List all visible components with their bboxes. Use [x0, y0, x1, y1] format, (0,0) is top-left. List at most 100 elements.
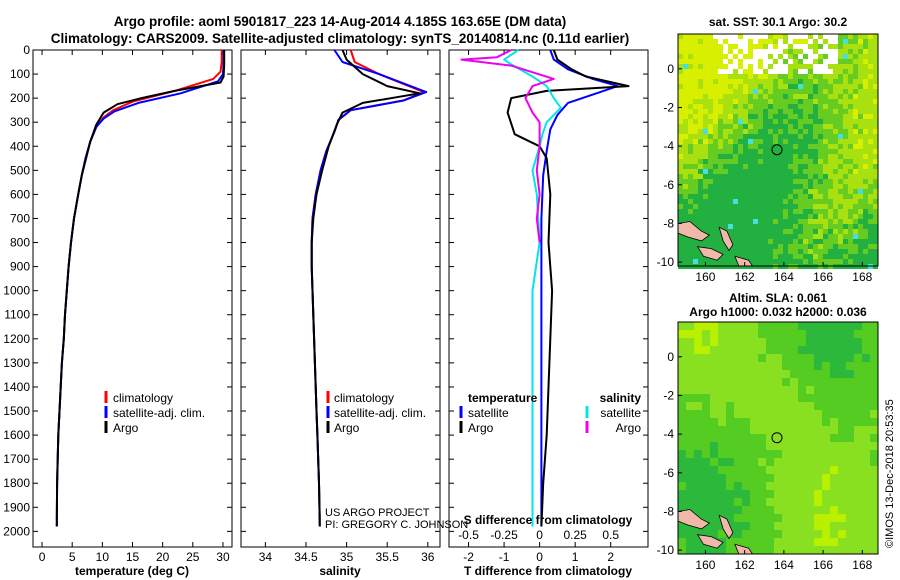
heatmap-cell — [808, 49, 813, 54]
heatmap-cell — [686, 330, 694, 338]
heatmap-cell — [766, 426, 774, 434]
heatmap-cell — [738, 64, 743, 69]
heatmap-cell — [718, 169, 723, 174]
heatmap-cell — [803, 129, 808, 134]
heatmap-cell — [846, 322, 854, 330]
heatmap-cell — [708, 124, 713, 129]
heatmap-cell — [798, 506, 806, 514]
heatmap-cell — [848, 39, 853, 44]
heatmap-cell — [738, 184, 743, 189]
heatmap-cell — [753, 74, 758, 79]
heatmap-cell — [693, 239, 698, 244]
heatmap-cell — [858, 44, 863, 49]
heatmap-cell — [766, 506, 774, 514]
heatmap-cell — [713, 214, 718, 219]
heatmap-cell — [833, 119, 838, 124]
heatmap-cell — [683, 144, 688, 149]
heatmap-cell — [748, 254, 753, 259]
heatmap-cell — [838, 322, 846, 330]
heatmap-cell — [773, 259, 778, 264]
heatmap-cell — [870, 490, 878, 498]
heatmap-cell — [818, 234, 823, 239]
heatmap-cell — [822, 450, 830, 458]
heatmap-cell — [698, 149, 703, 154]
heatmap-cell — [753, 164, 758, 169]
heatmap-cell — [703, 189, 708, 194]
heatmap-cell — [742, 442, 750, 450]
heatmap-cell — [683, 89, 688, 94]
heatmap-cell — [814, 442, 822, 450]
heatmap-cell — [733, 89, 738, 94]
heatmap-cell — [828, 189, 833, 194]
heatmap-cell — [728, 109, 733, 114]
heatmap-cell — [833, 129, 838, 134]
heatmap-cell — [846, 498, 854, 506]
heatmap-cell — [806, 506, 814, 514]
heatmap-cell — [723, 174, 728, 179]
heatmap-cell — [863, 99, 868, 104]
heatmap-cell — [823, 194, 828, 199]
heatmap-cell — [788, 159, 793, 164]
heatmap-cell — [858, 114, 863, 119]
heatmap-cell — [828, 209, 833, 214]
heatmap-cell — [843, 94, 848, 99]
heatmap-cell — [718, 109, 723, 114]
heatmap-cell — [702, 546, 710, 554]
heatmap-cell — [818, 174, 823, 179]
heatmap-cell — [843, 134, 848, 139]
heatmap-cell — [783, 134, 788, 139]
heatmap-cell — [738, 204, 743, 209]
heatmap-cell — [686, 410, 694, 418]
heatmap-cell — [808, 59, 813, 64]
heatmap-cell — [830, 546, 838, 554]
legend-argo-label: Argo — [334, 421, 360, 435]
heatmap-cell — [873, 169, 878, 174]
heatmap-cell — [814, 498, 822, 506]
heatmap-cell — [763, 119, 768, 124]
heatmap-cell — [858, 34, 863, 39]
heatmap-cell — [723, 209, 728, 214]
heatmap-cell — [858, 164, 863, 169]
heatmap-cell — [858, 124, 863, 129]
lat-tick-label: -6 — [663, 178, 674, 192]
heatmap-cell — [843, 54, 848, 59]
heatmap-cell — [823, 59, 828, 64]
heatmap-cell — [678, 164, 683, 169]
heatmap-cell — [688, 184, 693, 189]
island-shape — [718, 226, 734, 252]
heatmap-cell — [848, 79, 853, 84]
heatmap-cell — [863, 44, 868, 49]
heatmap-cell — [758, 234, 763, 239]
heatmap-cell — [798, 249, 803, 254]
heatmap-cell — [873, 114, 878, 119]
heatmap-cell — [858, 244, 863, 249]
heatmap-cell — [873, 194, 878, 199]
heatmap-cell — [846, 538, 854, 546]
heatmap-cell — [683, 74, 688, 79]
heatmap-cell — [828, 124, 833, 129]
heatmap-cell — [678, 34, 683, 39]
heatmap-cell — [748, 204, 753, 209]
heatmap-cell — [868, 184, 873, 189]
heatmap-cell — [748, 84, 753, 89]
heatmap-cell — [774, 434, 782, 442]
heatmap-cell — [843, 149, 848, 154]
heatmap-cell — [728, 219, 733, 224]
heatmap-cell — [703, 259, 708, 264]
heatmap-cell — [818, 129, 823, 134]
heatmap-cell — [742, 490, 750, 498]
heatmap-cell — [813, 139, 818, 144]
heatmap-cell — [793, 79, 798, 84]
heatmap-cell — [708, 214, 713, 219]
heatmap-cell — [766, 354, 774, 362]
heatmap-cell — [838, 498, 846, 506]
heatmap-cell — [688, 174, 693, 179]
heatmap-cell — [838, 254, 843, 259]
heatmap-cell — [766, 538, 774, 546]
heatmap-cell — [793, 189, 798, 194]
heatmap-cell — [838, 530, 846, 538]
heatmap-cell — [743, 89, 748, 94]
heatmap-cell — [798, 154, 803, 159]
heatmap-cell — [713, 79, 718, 84]
heatmap-cell — [854, 474, 862, 482]
